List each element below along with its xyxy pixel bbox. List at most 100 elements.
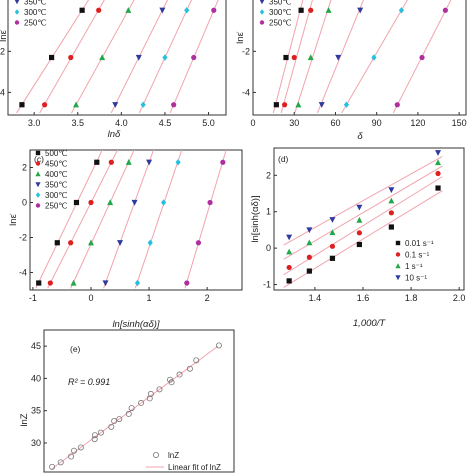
- data-point: [102, 280, 109, 287]
- data-point: [131, 199, 138, 206]
- data-point: [184, 7, 190, 14]
- data-point: [128, 405, 135, 412]
- data-point: [176, 371, 183, 378]
- data-point: [68, 240, 74, 246]
- data-point: [156, 386, 163, 393]
- data-point: [343, 101, 350, 108]
- data-point: [318, 102, 325, 108]
- legend-label: Linear fit of lnZ: [168, 463, 221, 472]
- y-tick-label: -2: [242, 46, 250, 56]
- data-point: [125, 159, 132, 165]
- data-point: [96, 7, 102, 13]
- legend-label: 10 s⁻¹: [405, 274, 427, 283]
- data-point: [186, 365, 193, 372]
- data-point: [329, 217, 336, 223]
- data-point: [215, 342, 222, 349]
- legend-label: lnZ: [168, 451, 179, 460]
- legend-marker: [35, 182, 41, 188]
- data-point: [171, 102, 177, 108]
- fit-line: [70, 150, 135, 289]
- data-point: [220, 159, 226, 165]
- plot-area: [283, 150, 443, 288]
- data-point: [159, 7, 166, 14]
- legend-label: 250℃: [269, 19, 291, 28]
- data-point: [307, 54, 314, 61]
- fit-line: [169, 0, 219, 114]
- data-point: [108, 159, 114, 165]
- data-point: [286, 234, 293, 241]
- legend-marker: [35, 192, 41, 198]
- data-point: [167, 376, 174, 383]
- data-point: [286, 278, 292, 284]
- data-point: [117, 240, 124, 246]
- data-point: [207, 199, 213, 206]
- data-point: [125, 410, 132, 417]
- y-tick-label: 45: [31, 341, 41, 351]
- fit-line: [103, 150, 155, 289]
- legend-marker: [395, 252, 401, 257]
- x-axis-label: 1,000/T: [353, 318, 386, 329]
- data-point: [87, 239, 94, 246]
- x-tick-label: 2: [205, 293, 210, 303]
- x-tick-label: 1.4: [309, 293, 322, 303]
- y-axis-label: ln[sinh(αδ)]: [250, 195, 261, 242]
- data-point: [47, 280, 53, 286]
- x-tick-label: 60: [330, 118, 340, 128]
- data-point: [329, 243, 336, 249]
- data-point: [388, 224, 394, 230]
- fit-line: [134, 150, 183, 289]
- legend-marker: [14, 0, 20, 5]
- data-point: [134, 279, 141, 287]
- fit-line: [51, 345, 219, 470]
- y-axis-label: lnε̇: [235, 31, 246, 44]
- x-axis-label: lnδ: [108, 129, 121, 140]
- legend-label: 400℃: [45, 170, 67, 179]
- x-tick-label: 1: [147, 293, 152, 303]
- data-point: [435, 170, 441, 177]
- data-point: [146, 395, 153, 402]
- data-point: [94, 159, 100, 165]
- legend: lnZ Linear fit of lnZ: [146, 451, 221, 472]
- data-point: [282, 102, 288, 108]
- y-tick-label: 0: [266, 243, 271, 253]
- y-tick-label: 40: [31, 373, 41, 383]
- data-point: [68, 453, 75, 460]
- data-point: [335, 54, 342, 61]
- legend-label: 1 s⁻¹: [405, 262, 423, 271]
- plot-area: [272, 0, 452, 114]
- y-tick-label: -2: [19, 233, 27, 243]
- y-tick-label: -1: [263, 280, 271, 290]
- legend-label: 500℃: [45, 149, 67, 158]
- legend-label: 350℃: [269, 0, 291, 7]
- data-point: [298, 7, 304, 13]
- y-tick-label: 2: [266, 170, 271, 180]
- axes-frame: [7, 0, 227, 116]
- fit-line: [71, 0, 135, 114]
- data-point: [99, 54, 106, 61]
- data-point: [91, 432, 98, 439]
- data-point: [36, 280, 42, 286]
- data-point: [70, 279, 77, 286]
- data-point: [306, 239, 313, 246]
- legend-label: 350℃: [45, 181, 67, 190]
- panel-a: 3.03.54.04.55.0-4-2lnδlnε̇400℃350℃300℃25…: [0, 0, 227, 140]
- legend-label: 250℃: [45, 202, 67, 211]
- data-point: [295, 101, 302, 108]
- legend-marker: [35, 161, 41, 166]
- x-tick-label: 1.8: [405, 293, 418, 303]
- data-point: [357, 7, 364, 14]
- data-point: [286, 248, 293, 255]
- panel-label: (e): [70, 344, 81, 354]
- axes-frame: [252, 0, 467, 116]
- x-tick-label: 4.0: [115, 118, 128, 128]
- x-tick-label: 5.0: [202, 118, 215, 128]
- x-axis-label: δ: [357, 131, 363, 142]
- data-point: [108, 423, 115, 430]
- fit-line: [184, 150, 227, 289]
- data-point: [140, 101, 146, 108]
- fit-line: [294, 0, 332, 114]
- y-tick-label: -4: [19, 268, 27, 278]
